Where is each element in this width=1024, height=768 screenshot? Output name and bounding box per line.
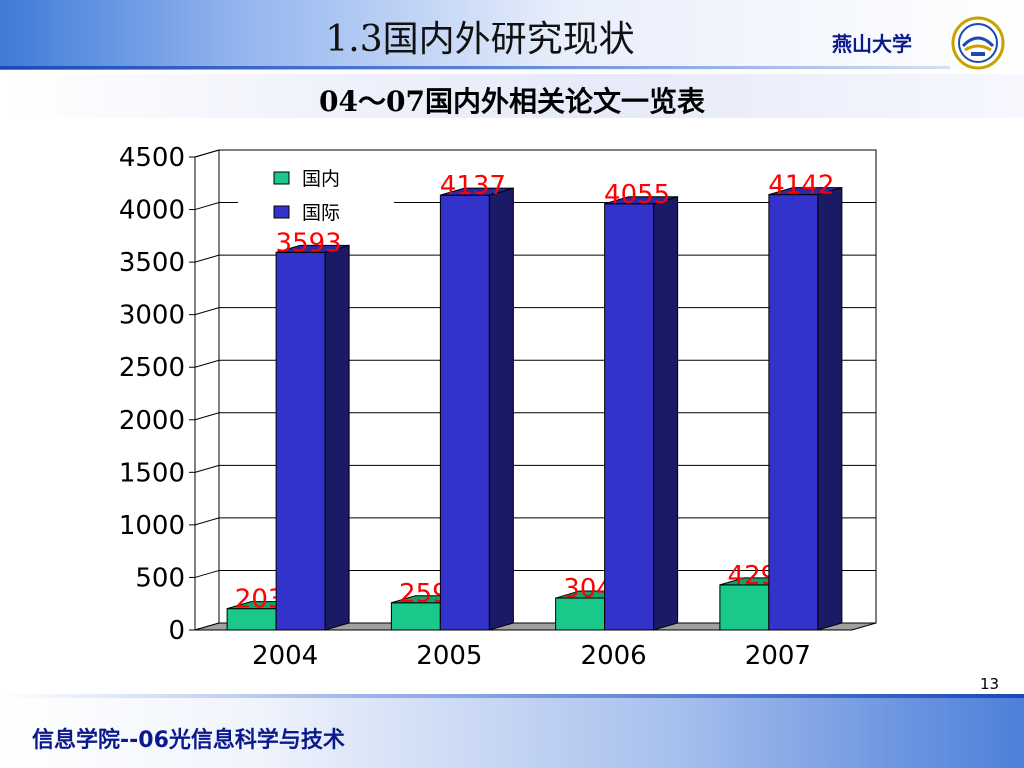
bar-front: [555, 597, 606, 631]
legend-box: [238, 163, 394, 231]
chart-heading: 04～07国内外相关论文一览表: [319, 85, 705, 118]
bar-side: [653, 196, 679, 631]
y-tick-label: 500: [135, 563, 185, 593]
page-number: 13: [980, 675, 1000, 693]
gridline: [194, 149, 876, 158]
data-label: 4055: [604, 180, 670, 210]
x-tick-label: 2006: [581, 641, 647, 671]
subtitle-band: [0, 74, 1024, 118]
chart-side-wall: [194, 149, 220, 631]
bar-top: [604, 196, 678, 205]
bar-front: [768, 194, 819, 631]
y-tick-label: 0: [168, 616, 185, 646]
legend-swatch: [273, 205, 290, 219]
bar-top: [768, 187, 843, 196]
y-tick-label: 4500: [119, 143, 185, 173]
y-tick-label: 2500: [119, 353, 185, 383]
bar-front: [719, 584, 770, 631]
bar-front: [390, 602, 441, 631]
bar-front: [604, 203, 655, 631]
y-tick-label: 4000: [119, 196, 185, 226]
footer-band: [0, 694, 1024, 768]
bar-top: [275, 244, 350, 253]
x-tick-label: 2007: [745, 641, 811, 671]
bar-side: [488, 187, 514, 631]
bar-front: [275, 251, 326, 631]
x-tick-label: 2005: [416, 641, 482, 671]
header-rule: [0, 66, 950, 69]
y-tick-label: 3000: [119, 301, 185, 331]
legend-label: 国内: [302, 168, 340, 190]
y-tick-label: 1500: [119, 458, 185, 488]
bar-chart: 0500100015002000250030003500400045002033…: [119, 143, 877, 671]
y-tick-label: 1000: [119, 511, 185, 541]
university-name: 燕山大学: [832, 32, 912, 56]
legend-swatch: [273, 171, 290, 185]
data-label: 4142: [768, 171, 834, 201]
header-band: [0, 0, 1024, 70]
bar-top: [440, 187, 514, 196]
legend-label: 国际: [302, 202, 340, 224]
bar-front: [439, 194, 490, 631]
y-tick-label: 2000: [119, 406, 185, 436]
slide-title: 1.3国内外研究现状: [325, 19, 635, 60]
bar-side: [817, 186, 843, 631]
university-logo-icon: [951, 16, 1005, 70]
x-tick-label: 2004: [252, 641, 318, 671]
y-tick-label: 3500: [119, 248, 185, 278]
data-label: 4137: [440, 171, 506, 201]
footer-rule: [0, 694, 1024, 698]
data-label: 3593: [276, 228, 342, 258]
bar-side: [324, 244, 350, 631]
footer-text: 信息学院--06光信息科学与技术: [32, 728, 345, 753]
